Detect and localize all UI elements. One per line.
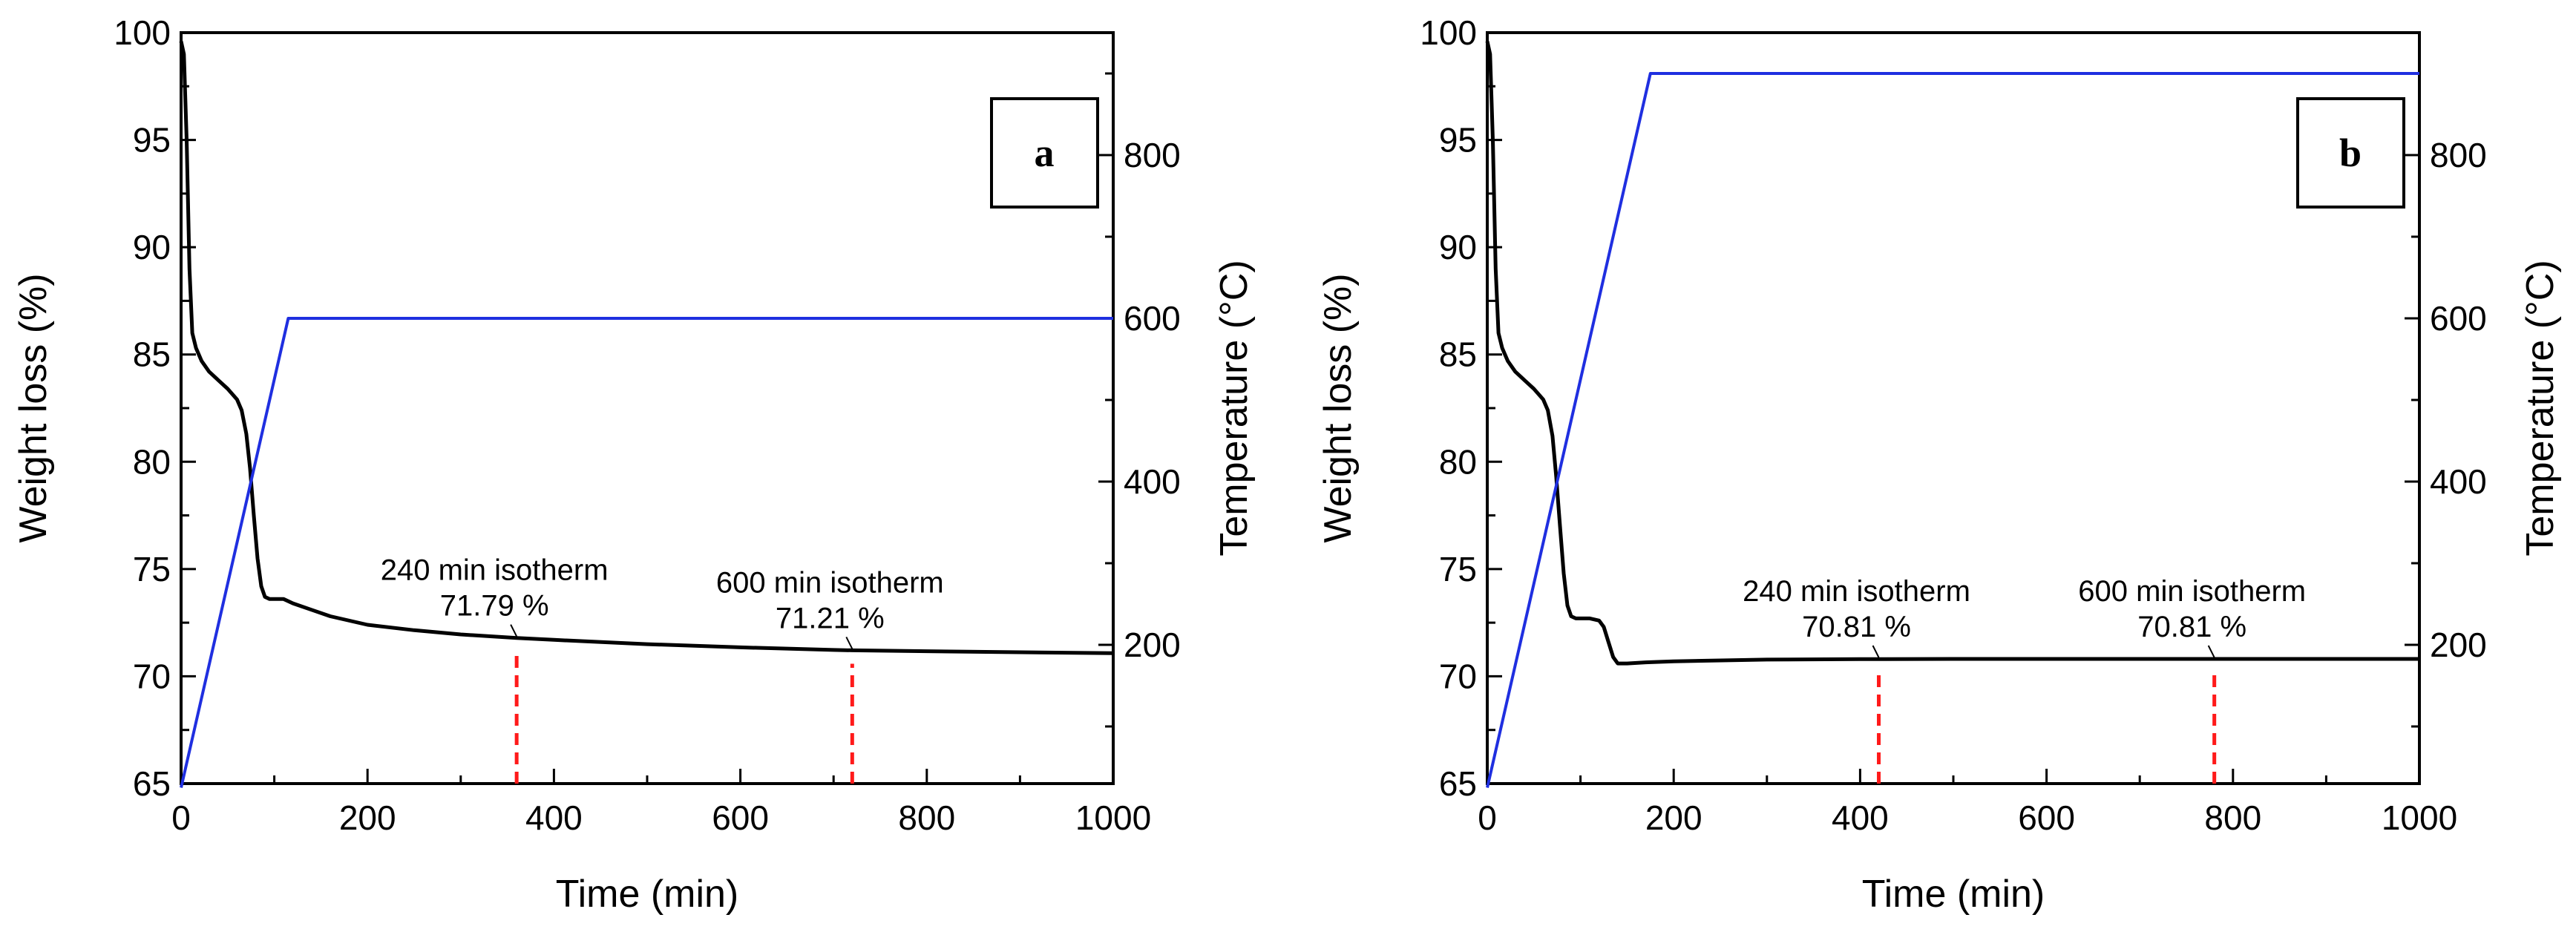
isotherm-label: 240 min isotherm (1743, 575, 1970, 608)
y2-tick-label: 600 (1124, 299, 1181, 338)
y-tick-label: 80 (1439, 442, 1477, 481)
y2-ticks: 200 400 600 800 (1098, 72, 1181, 728)
isotherm-label: 600 min isotherm (2078, 575, 2306, 608)
y2-ticks: 200 400 600 800 (2405, 72, 2487, 728)
x-tick-label: 600 (712, 798, 769, 837)
y-tick-label: 85 (133, 335, 171, 374)
plot-frame (180, 31, 1115, 785)
weight-loss-line (179, 41, 1114, 655)
isotherm-value: 71.79 % (440, 590, 549, 623)
y2-tick-label: 400 (1124, 462, 1181, 501)
y-tick-label: 90 (133, 228, 171, 266)
y-tick-label: 95 (133, 121, 171, 160)
y2-tick-label: 800 (2430, 136, 2487, 174)
isotherm-value: 70.81 % (1802, 611, 1911, 643)
y-tick-label: 70 (133, 657, 171, 695)
y-tick-label: 95 (1439, 121, 1477, 160)
y-axis-title: Weight loss (%) (12, 273, 55, 542)
panel-label: b (2339, 131, 2362, 175)
y-tick-label: 90 (1439, 228, 1477, 266)
y2-tick-label: 400 (2430, 462, 2487, 501)
series-layer (1485, 41, 2419, 788)
series-layer (179, 41, 1114, 788)
x-ticks: 0 200 400 600 800 1000 (1478, 769, 2457, 837)
chart-panel-a: 0 200 400 600 800 1000 65 70 75 80 85 90 95 100 200 4… (12, 13, 1256, 916)
panel-label-box: a (990, 97, 1099, 209)
x-tick-label: 0 (171, 798, 191, 837)
y-ticks: 65 70 75 80 85 90 95 100 (1420, 13, 1502, 803)
x-tick-label: 400 (1832, 798, 1889, 837)
x-tick-label: 800 (898, 798, 955, 837)
plot-frame (1486, 31, 2421, 785)
isotherm-leader (1872, 645, 1880, 658)
isotherm-label: 240 min isotherm (381, 554, 609, 587)
y-tick-label: 70 (1439, 657, 1477, 695)
y2-tick-label: 600 (2430, 299, 2487, 338)
x-ticks: 0 200 400 600 800 1000 (171, 769, 1151, 837)
x-axis-title: Time (min) (556, 873, 739, 916)
y2-tick-label: 800 (1124, 136, 1181, 174)
x-tick-label: 200 (1645, 798, 1702, 837)
isotherm-leader (2207, 645, 2215, 658)
y-ticks: 65 70 75 80 85 90 95 100 (114, 13, 196, 803)
y-tick-label: 85 (1439, 335, 1477, 374)
isotherm-leader (845, 636, 853, 649)
y2-axis-title: Temperature (°C) (2519, 260, 2562, 556)
y2-axis-title: Temperature (°C) (1213, 260, 1256, 556)
temperature-line (180, 317, 1113, 788)
x-tick-label: 1000 (2382, 798, 2457, 837)
panel-label: a (1035, 131, 1055, 175)
isotherm-value: 71.21 % (776, 602, 885, 634)
temperature-line (1486, 72, 2419, 788)
panel-label-box: b (2296, 97, 2405, 209)
x-tick-label: 600 (2018, 798, 2075, 837)
y-tick-label: 65 (133, 764, 171, 803)
isotherm-value: 70.81 % (2137, 611, 2246, 643)
isotherm-label: 600 min isotherm (716, 566, 944, 599)
x-tick-label: 0 (1478, 798, 1497, 837)
y2-tick-label: 200 (1124, 626, 1181, 664)
x-tick-label: 400 (525, 798, 583, 837)
weight-loss-line (1485, 41, 2419, 666)
y-tick-label: 75 (1439, 550, 1477, 588)
y2-tick-label: 200 (2430, 626, 2487, 664)
y-tick-label: 100 (114, 13, 171, 52)
y-tick-label: 75 (133, 550, 171, 588)
x-tick-label: 800 (2204, 798, 2261, 837)
isotherm-leader (510, 624, 518, 637)
y-tick-label: 80 (133, 442, 171, 481)
y-tick-label: 100 (1420, 13, 1477, 52)
chart-panel-b: 0 200 400 600 800 1000 65 70 75 80 85 90 95 100 200 4… (1317, 13, 2562, 916)
x-tick-label: 1000 (1075, 798, 1151, 837)
x-tick-label: 200 (339, 798, 396, 837)
x-axis-title: Time (min) (1862, 873, 2045, 916)
y-tick-label: 65 (1439, 764, 1477, 803)
y-axis-title: Weight loss (%) (1317, 273, 1360, 542)
